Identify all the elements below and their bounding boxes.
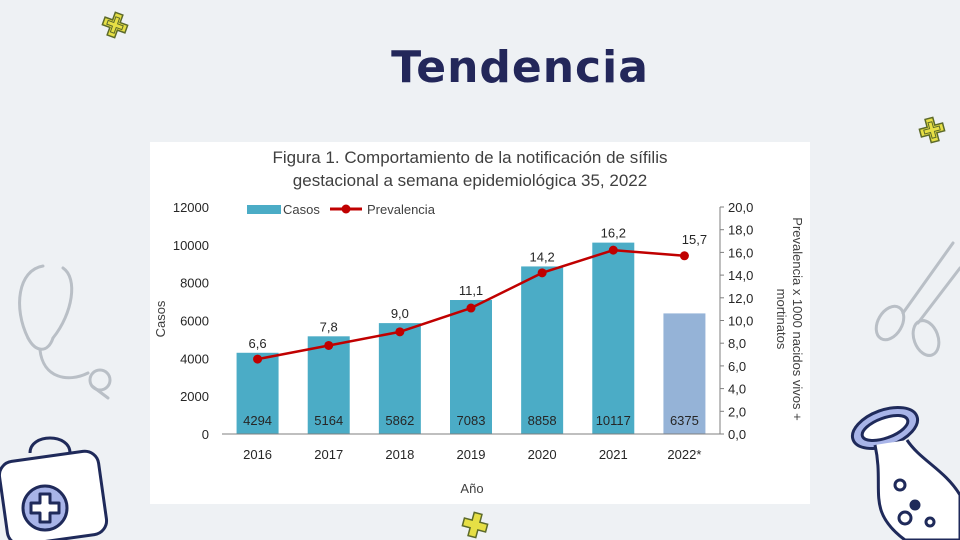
bar-2021 xyxy=(592,242,635,434)
prevalencia-point-2018 xyxy=(395,327,405,337)
chart-title-line1: Figura 1. Comportamiento de la notificac… xyxy=(273,148,668,167)
y2-tick-label: 20,0 xyxy=(728,200,753,215)
y2-tick-label: 14,0 xyxy=(728,268,753,283)
x-tick-label: 2016 xyxy=(243,447,272,462)
y2-tick-label: 12,0 xyxy=(728,291,753,306)
y-tick-label: 2000 xyxy=(180,389,209,404)
bar-value-label: 5164 xyxy=(314,413,343,428)
x-tick-label: 2022* xyxy=(667,447,701,462)
x-axis-label: Año xyxy=(460,481,483,496)
y-tick-label: 12000 xyxy=(173,200,209,215)
bar-2018 xyxy=(378,323,421,434)
y-tick-label: 4000 xyxy=(180,351,209,366)
bar-value-label: 6375 xyxy=(670,413,699,428)
chart-title-line2: gestacional a semana epidemiológica 35, … xyxy=(293,171,647,190)
combo-chart: Figura 1. Comportamiento de la notificac… xyxy=(153,148,805,496)
bar-value-label: 10117 xyxy=(596,413,631,428)
chart-legend: Casos Prevalencia xyxy=(247,202,436,217)
y-tick-label: 10000 xyxy=(173,238,209,253)
x-tick-label: 2018 xyxy=(385,447,414,462)
chart-panel: Figura 1. Comportamiento de la notificac… xyxy=(150,142,810,504)
bar-2016 xyxy=(236,352,279,434)
x-tick-label: 2017 xyxy=(314,447,343,462)
y2-tick-label: 18,0 xyxy=(728,223,753,238)
y2-tick-label: 8,0 xyxy=(728,336,746,351)
bar-value-label: 4294 xyxy=(243,413,272,428)
flask-icon xyxy=(850,405,960,540)
slide-title: Tendencia xyxy=(391,42,649,93)
first-aid-kit-icon xyxy=(0,436,109,540)
bar-2017 xyxy=(307,336,350,434)
bar-value-label: 8858 xyxy=(528,413,557,428)
y-axis-label: Casos xyxy=(153,300,168,337)
legend-label-prevalencia: Prevalencia xyxy=(367,202,436,217)
axes-layer: 0 2000 4000 6000 8000 10000 12000 0,0 2,0 4,0 6,0 8… xyxy=(173,200,753,462)
stethoscope-icon xyxy=(18,264,112,400)
bar-2019 xyxy=(450,300,492,434)
x-tick-label: 2021 xyxy=(599,447,628,462)
prevalencia-value-label: 16,2 xyxy=(601,226,626,241)
prevalencia-point-2017 xyxy=(324,340,334,350)
bars-layer: 4294 5164 5862 7083 8858 10117 6375 xyxy=(236,242,706,434)
prevalencia-point-2020 xyxy=(537,268,547,278)
bar-2020 xyxy=(521,266,564,434)
prevalencia-value-label: 9,0 xyxy=(391,306,409,321)
prevalencia-value-label: 6,6 xyxy=(249,336,267,351)
y-tick-label: 0 xyxy=(202,427,209,442)
y2-tick-label: 16,0 xyxy=(728,245,753,260)
prevalencia-point-2021 xyxy=(608,245,618,255)
prevalencia-point-2022* xyxy=(679,251,689,261)
prevalencia-value-label: 15,7 xyxy=(682,232,707,247)
x-tick-label: 2020 xyxy=(528,447,557,462)
sparkle-icon xyxy=(461,511,489,539)
y2-axis-label-line1: Prevalencia x 1000 nacidos vivos + xyxy=(790,217,805,420)
prevalencia-value-label: 7,8 xyxy=(320,319,338,334)
y2-axis-label-line2: mortinatos xyxy=(774,289,789,350)
sparkle-icon xyxy=(101,11,129,39)
y-tick-label: 8000 xyxy=(180,276,209,291)
y2-tick-label: 2,0 xyxy=(728,404,746,419)
scissors-icon xyxy=(874,241,960,357)
y2-tick-label: 4,0 xyxy=(728,382,746,397)
prevalencia-point-2019 xyxy=(466,303,476,313)
prevalencia-point-2016 xyxy=(253,354,263,364)
y2-tick-label: 0,0 xyxy=(728,427,746,442)
y2-tick-label: 10,0 xyxy=(728,314,753,329)
prevalencia-value-label: 14,2 xyxy=(529,249,554,264)
bar-2022* xyxy=(663,313,706,434)
legend-swatch-casos xyxy=(247,205,281,214)
bar-value-label: 7083 xyxy=(457,413,486,428)
x-tick-label: 2019 xyxy=(457,447,486,462)
bar-value-label: 5862 xyxy=(385,413,414,428)
legend-label-casos: Casos xyxy=(283,202,320,217)
sparkle-icon xyxy=(918,116,946,144)
prevalencia-value-label: 11,1 xyxy=(459,283,483,298)
legend-marker-prevalencia xyxy=(341,204,351,214)
y-tick-label: 6000 xyxy=(180,314,209,329)
line-layer: 6,6 7,8 9,0 11,1 14,2 16,2 15,7 xyxy=(249,226,707,364)
y2-tick-label: 6,0 xyxy=(728,359,746,374)
